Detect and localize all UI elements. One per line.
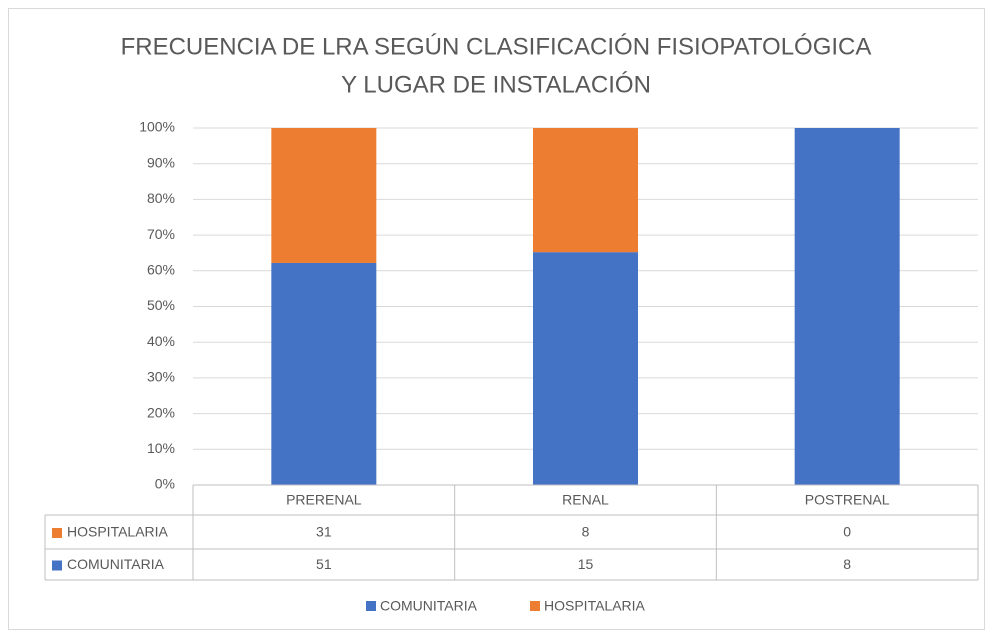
y-tick-label: 60% — [147, 262, 175, 278]
table-cell: 15 — [578, 556, 594, 572]
bar-segment — [533, 252, 638, 485]
y-tick-label: 10% — [147, 440, 175, 456]
y-tick-label: 40% — [147, 333, 175, 349]
y-tick-label: 0% — [155, 476, 175, 492]
legend-label: COMUNITARIA — [380, 598, 478, 614]
chart-title: Y LUGAR DE INSTALACIÓN — [341, 71, 651, 98]
y-tick-label: 70% — [147, 226, 175, 242]
legend-label: HOSPITALARIA — [544, 598, 646, 614]
table-row-label: COMUNITARIA — [67, 556, 165, 572]
bar-segment — [794, 128, 900, 485]
y-tick-label: 90% — [147, 154, 175, 170]
y-tick-label: 80% — [147, 190, 175, 206]
table-cell: 8 — [582, 524, 590, 540]
table-cell: 8 — [843, 556, 851, 572]
legend-key — [366, 601, 376, 611]
table-legend-key — [52, 528, 62, 538]
y-tick-label: 100% — [139, 119, 175, 135]
table-row-label: HOSPITALARIA — [67, 524, 169, 540]
table-cell: 0 — [843, 524, 851, 540]
x-tick-label: POSTRENAL — [805, 492, 890, 508]
table-legend-key — [52, 560, 62, 571]
bar-segment — [271, 262, 377, 485]
legend-key — [530, 601, 540, 611]
bar-segment — [533, 128, 638, 253]
table-cell: 31 — [316, 524, 332, 540]
y-tick-label: 30% — [147, 369, 175, 385]
bar-segment — [271, 128, 377, 263]
y-tick-label: 20% — [147, 404, 175, 420]
chart-title: FRECUENCIA DE LRA SEGÚN CLASIFICACIÓN FI… — [121, 33, 872, 60]
x-tick-label: RENAL — [562, 492, 609, 508]
x-tick-label: PRERENAL — [286, 492, 362, 508]
table-cell: 51 — [316, 556, 332, 572]
y-tick-label: 50% — [147, 297, 175, 313]
